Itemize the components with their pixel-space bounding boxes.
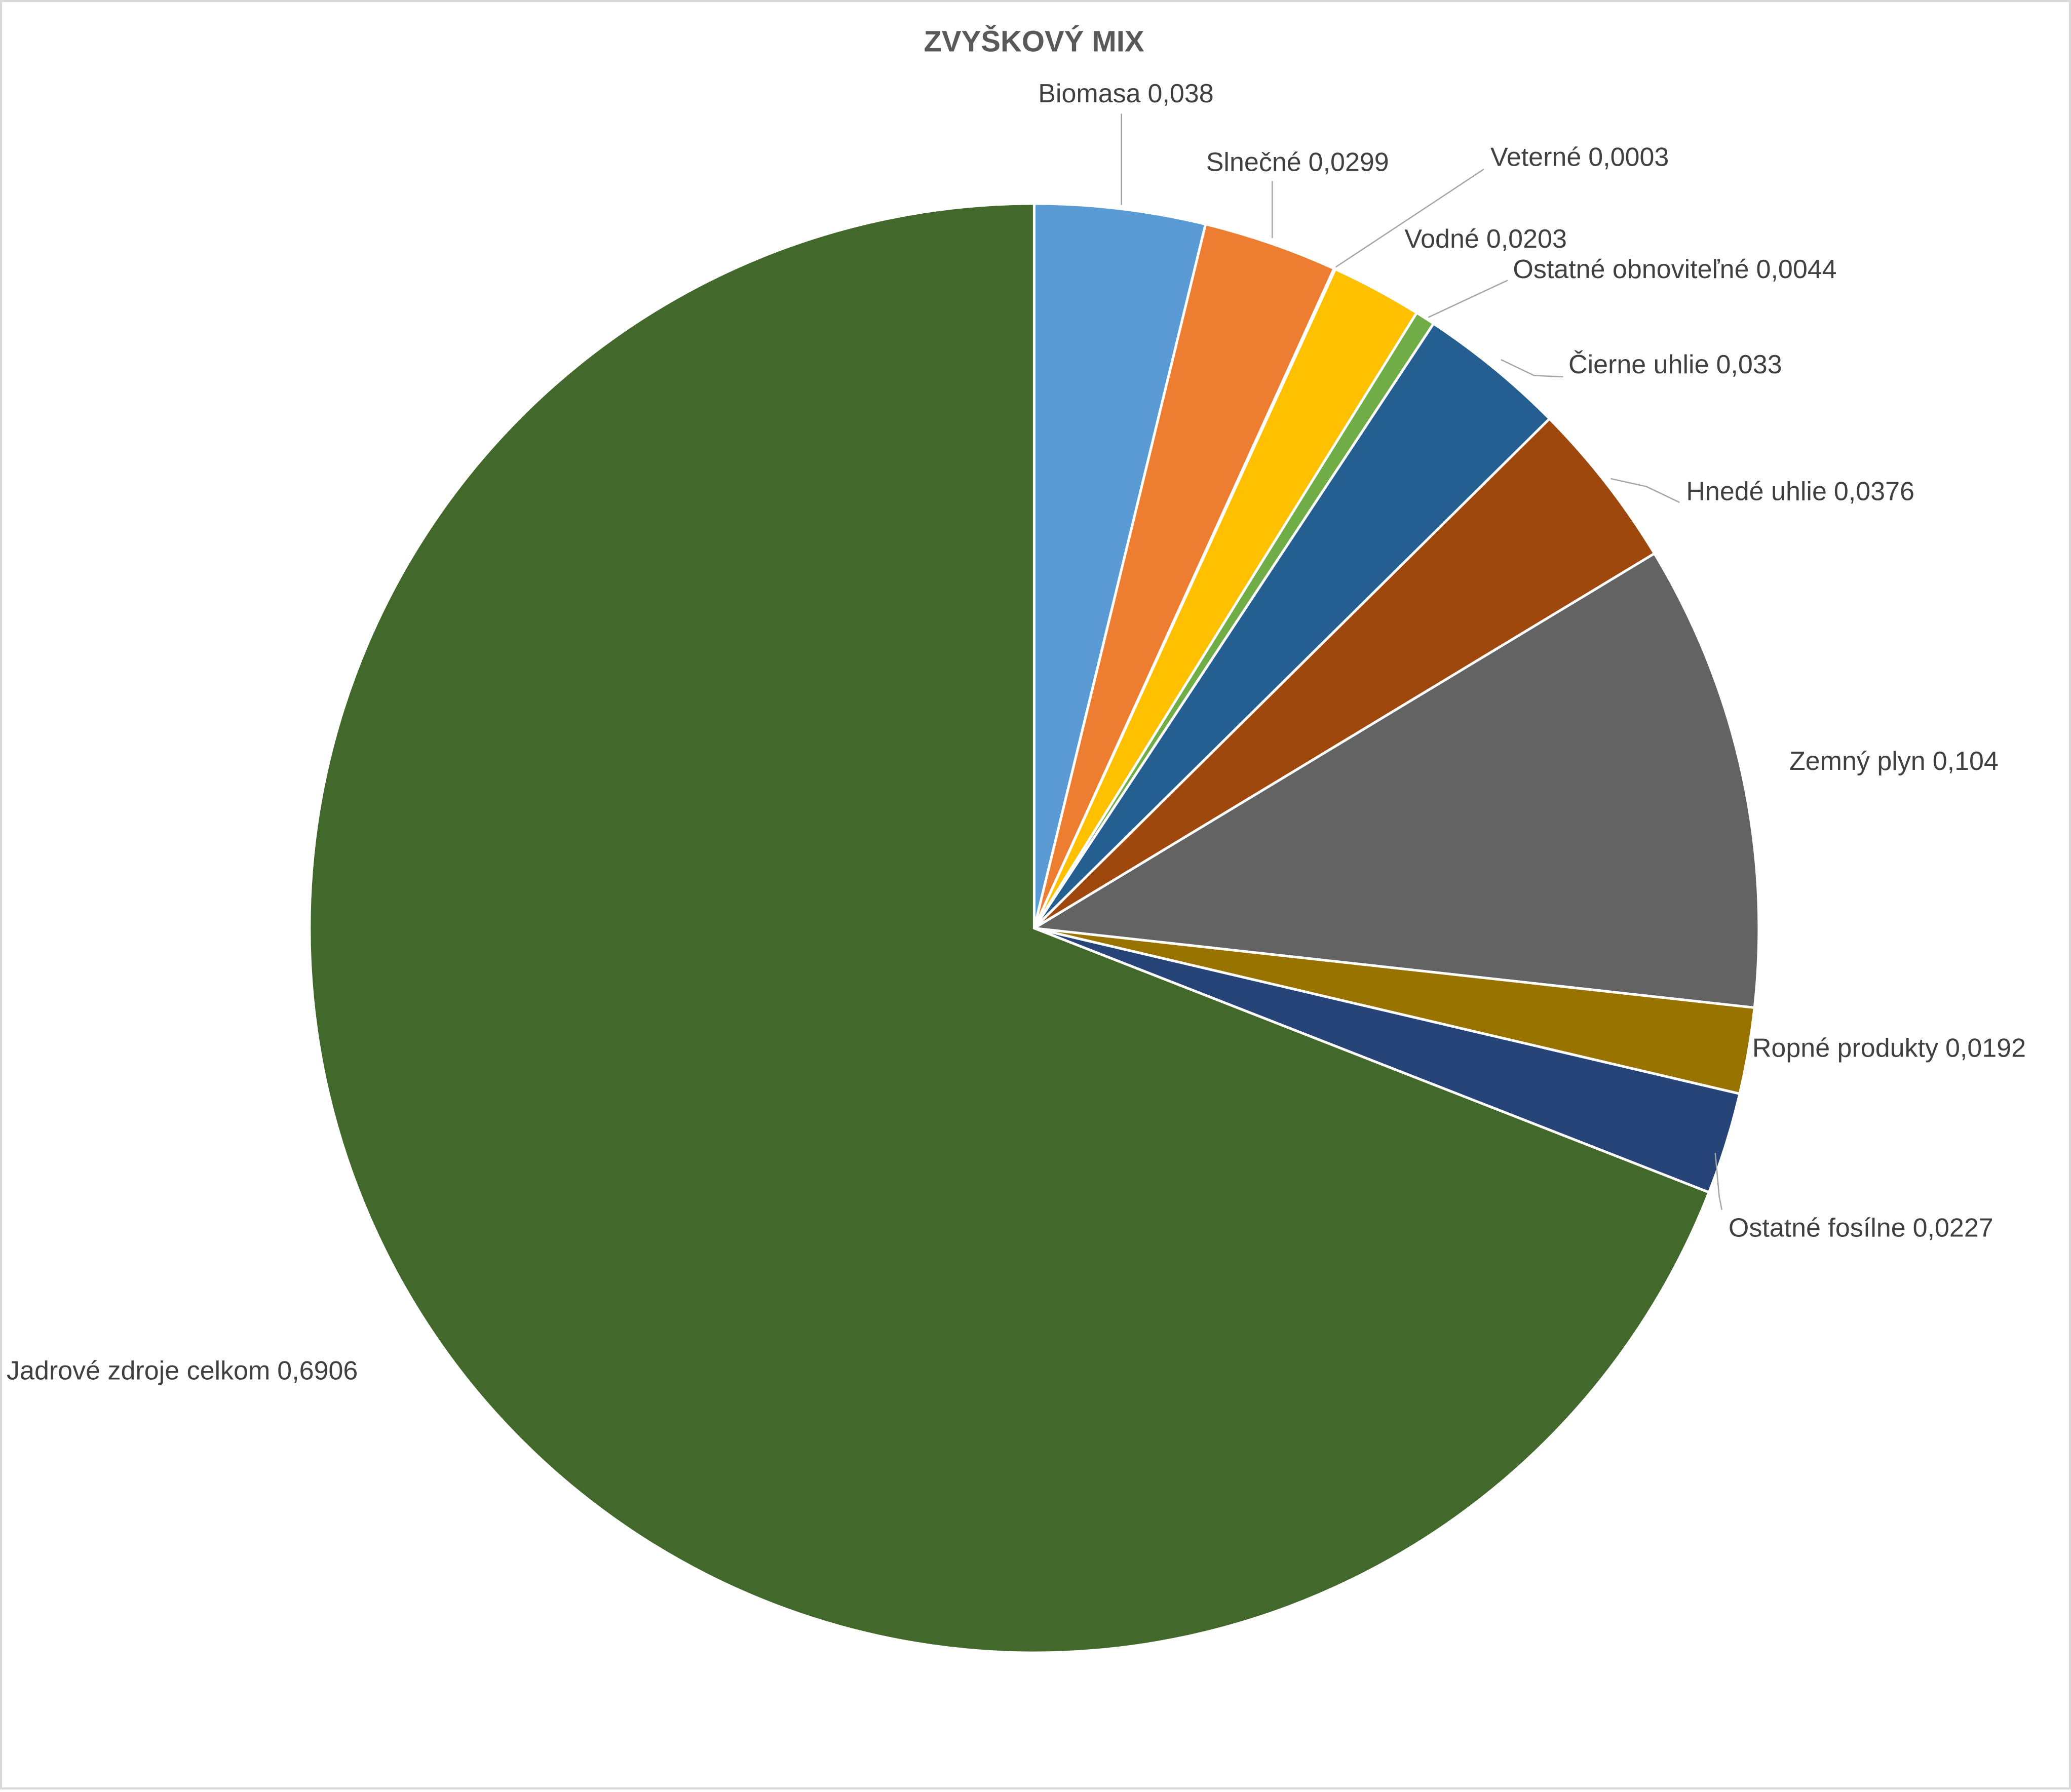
leader-line <box>1714 1153 1723 1210</box>
data-label: Biomasa 0,038 <box>1038 79 1213 108</box>
data-label: Ropné produkty 0,0192 <box>1752 1033 2026 1063</box>
category-label: Vodné <box>1404 224 1479 254</box>
data-label: Jadrové zdroje celkom 0,6906 <box>7 1356 358 1385</box>
category-label: Ostatné fosílne <box>1729 1213 1906 1242</box>
value-label: 0,0044 <box>1756 255 1837 284</box>
data-label: Čierne uhlie 0,033 <box>1568 350 1782 379</box>
data-label: Veterné 0,0003 <box>1490 142 1669 172</box>
data-label: Zemný plyn 0,104 <box>1789 747 1999 776</box>
pie-slice <box>308 202 1711 1654</box>
category-label: Čierne uhlie <box>1568 350 1709 379</box>
value-label: 0,6906 <box>277 1356 358 1385</box>
pie-slice <box>1030 552 1760 1009</box>
data-label: Vodné 0,0203 <box>1404 224 1567 254</box>
leader-line <box>1428 280 1508 318</box>
data-label: Hnedé uhlie 0,0376 <box>1686 477 1914 506</box>
leader-line <box>1335 169 1484 268</box>
pie-slice <box>1033 322 1552 929</box>
value-label: 0,038 <box>1148 79 1214 108</box>
category-label: Jadrové zdroje celkom <box>7 1356 270 1385</box>
value-label: 0,0299 <box>1309 147 1389 177</box>
leader-line <box>1610 478 1680 503</box>
category-label: Ostatné obnoviteľné <box>1513 255 1749 284</box>
category-label: Hnedé uhlie <box>1686 477 1827 506</box>
leader-line <box>1501 359 1563 378</box>
value-label: 0,104 <box>1933 747 1999 776</box>
value-label: 0,0203 <box>1486 224 1567 254</box>
value-label: 0,0227 <box>1913 1213 1993 1242</box>
category-label: Veterné <box>1490 142 1581 172</box>
category-label: Biomasa <box>1038 79 1140 108</box>
data-label: Ostatné obnoviteľné 0,0044 <box>1513 255 1836 284</box>
category-label: Slnečné <box>1206 147 1301 177</box>
value-label: 0,033 <box>1716 350 1782 379</box>
pie-slice <box>1032 222 1336 929</box>
chart-title: ZVYŠKOVÝ MIX <box>924 25 1144 58</box>
value-label: 0,0003 <box>1588 142 1669 172</box>
value-label: 0,0192 <box>1945 1033 2026 1063</box>
value-label: 0,0376 <box>1834 477 1914 506</box>
pie-slice <box>1033 417 1657 929</box>
category-label: Ropné produkty <box>1752 1033 1938 1063</box>
category-label: Zemný plyn <box>1789 747 1926 776</box>
data-label: Slnečné 0,0299 <box>1206 147 1389 177</box>
data-label: Ostatné fosílne 0,0227 <box>1729 1213 1993 1242</box>
